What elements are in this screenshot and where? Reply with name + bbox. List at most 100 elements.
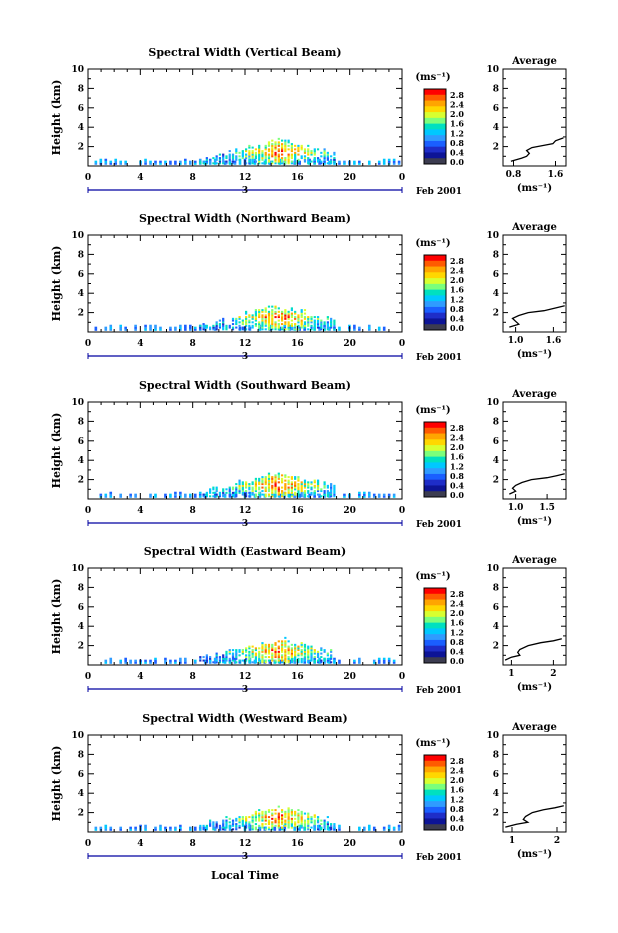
heatmap-cell: [330, 649, 333, 652]
y-tick-label: 2: [78, 809, 84, 819]
heatmap-cell: [222, 153, 225, 156]
heatmap-cell: [261, 157, 264, 160]
heatmap-cell: [323, 160, 326, 163]
heatmap-cell: [307, 323, 310, 326]
heatmap-cell: [209, 490, 212, 493]
heatmap-cell: [189, 493, 192, 496]
heatmap-cell: [169, 659, 172, 662]
heatmap-cell: [280, 139, 284, 142]
heatmap-cell: [377, 162, 381, 165]
colorbar-segment: [424, 628, 446, 635]
heatmap-cell: [303, 324, 307, 327]
heatmap-cell: [261, 481, 264, 484]
heatmap-cell: [297, 491, 300, 494]
heatmap-cell: [294, 158, 297, 161]
heatmap-cell: [300, 319, 303, 322]
heatmap-cell: [280, 643, 284, 646]
heatmap-cell: [261, 162, 264, 165]
heatmap-cell: [114, 158, 118, 161]
heatmap-cell: [218, 153, 222, 156]
heatmap-cell: [251, 157, 254, 160]
avg-y-tick-label: 2: [493, 476, 499, 486]
heatmap-cell: [284, 150, 287, 153]
avg-x-tick-label: 1.6: [546, 336, 562, 346]
heatmap-cell: [308, 162, 311, 165]
heatmap-cell: [114, 160, 118, 163]
heatmap-cell: [231, 317, 235, 320]
heatmap-cell: [297, 146, 300, 149]
heatmap-cell: [258, 150, 261, 153]
heatmap-cell: [264, 155, 267, 158]
heatmap-cell: [310, 650, 313, 653]
heatmap-cell: [277, 141, 280, 144]
heatmap-cell: [213, 162, 217, 165]
heatmap-cell: [290, 490, 293, 493]
heatmap-cell: [343, 493, 346, 496]
heatmap-cell: [159, 828, 162, 831]
heatmap-cell: [287, 640, 290, 643]
heatmap-cell: [198, 493, 202, 496]
heatmap-cell: [218, 323, 222, 326]
heatmap-cell: [258, 144, 261, 147]
heatmap-cell: [267, 484, 271, 487]
colorbar-segment: [424, 283, 446, 291]
heatmap-cell: [109, 828, 113, 831]
heatmap-cell: [184, 661, 187, 664]
heatmap-cell: [363, 828, 366, 831]
heatmap-cell: [284, 316, 287, 319]
colorbar-tick-label: 0.4: [450, 147, 464, 157]
heatmap-cell: [261, 823, 264, 826]
heatmap-cell: [251, 816, 254, 819]
day-label: 3: [242, 852, 248, 862]
heatmap-cell: [198, 491, 202, 494]
heatmap-cell: [358, 826, 361, 829]
date-label: Feb 2001: [416, 187, 462, 197]
x-tick-label: 16: [291, 672, 304, 682]
heatmap-cell: [300, 488, 303, 491]
heatmap-cell: [179, 661, 182, 664]
heatmap-cell: [241, 483, 244, 486]
heatmap-cell: [326, 657, 329, 660]
heatmap-cell: [235, 652, 238, 655]
heatmap-cell: [316, 316, 320, 319]
heatmap-cell: [307, 823, 310, 826]
heatmap-cell: [277, 491, 280, 494]
heatmap-cell: [277, 650, 280, 653]
heatmap-cell: [245, 654, 248, 657]
y-tick-label: 2: [78, 143, 84, 153]
heatmap-cell: [245, 490, 248, 493]
heatmap-cell: [264, 146, 267, 149]
heatmap-cell: [290, 477, 293, 480]
colorbar-frame: [423, 88, 447, 165]
heatmap-cell: [134, 326, 137, 329]
colorbar-segment: [424, 318, 446, 325]
heatmap-cell: [290, 150, 293, 153]
heatmap-cell: [202, 493, 205, 496]
y-tick-label: 10: [71, 731, 84, 741]
heatmap-cell: [258, 481, 261, 484]
heatmap-cell: [212, 821, 215, 824]
heatmap-cell: [294, 160, 297, 163]
heatmap-cell: [316, 324, 320, 327]
heatmap-cell: [245, 824, 248, 827]
colorbar-tick-label: 0.0: [450, 323, 464, 333]
heatmap-cell: [290, 314, 293, 317]
heatmap-cell: [382, 326, 386, 329]
heatmap-cell: [104, 158, 108, 161]
heatmap-cell: [258, 310, 261, 313]
heatmap-cell: [248, 824, 251, 827]
heatmap-cell: [316, 490, 320, 493]
heatmap-cell: [310, 656, 313, 659]
heatmap-cell: [303, 155, 307, 158]
heatmap-cell: [280, 481, 284, 484]
heatmap-cell: [228, 490, 231, 493]
heatmap-cell: [149, 160, 152, 163]
heatmap-cell: [164, 657, 167, 660]
heatmap-cell: [277, 307, 280, 310]
heatmap-cell: [297, 821, 300, 824]
heatmap-cell: [288, 326, 292, 329]
heatmap-cell: [261, 647, 264, 650]
date-label: Feb 2001: [416, 686, 462, 696]
heatmap-cell: [300, 495, 303, 498]
heatmap-cell: [274, 328, 277, 331]
